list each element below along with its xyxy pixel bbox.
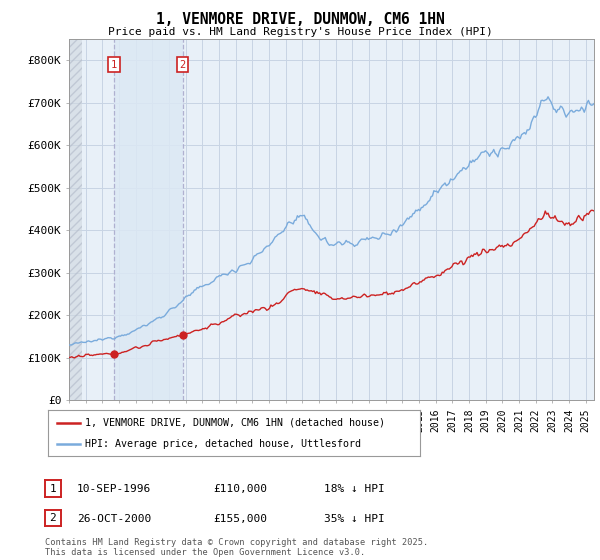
Text: 1: 1 [111, 60, 117, 69]
Polygon shape [69, 39, 82, 400]
Text: £155,000: £155,000 [213, 514, 267, 524]
Text: 1, VENMORE DRIVE, DUNMOW, CM6 1HN (detached house): 1, VENMORE DRIVE, DUNMOW, CM6 1HN (detac… [85, 418, 385, 428]
Text: HPI: Average price, detached house, Uttlesford: HPI: Average price, detached house, Uttl… [85, 439, 361, 449]
Text: Contains HM Land Registry data © Crown copyright and database right 2025.
This d: Contains HM Land Registry data © Crown c… [45, 538, 428, 557]
Text: 35% ↓ HPI: 35% ↓ HPI [324, 514, 385, 524]
Text: 2: 2 [179, 60, 186, 69]
Text: £110,000: £110,000 [213, 484, 267, 494]
Text: 26-OCT-2000: 26-OCT-2000 [77, 514, 151, 524]
Bar [114, 39, 182, 400]
Text: 2: 2 [49, 513, 56, 523]
Text: 1, VENMORE DRIVE, DUNMOW, CM6 1HN: 1, VENMORE DRIVE, DUNMOW, CM6 1HN [155, 12, 445, 27]
Text: 18% ↓ HPI: 18% ↓ HPI [324, 484, 385, 494]
Text: 10-SEP-1996: 10-SEP-1996 [77, 484, 151, 494]
Text: 1: 1 [49, 484, 56, 494]
Text: Price paid vs. HM Land Registry's House Price Index (HPI): Price paid vs. HM Land Registry's House … [107, 27, 493, 37]
